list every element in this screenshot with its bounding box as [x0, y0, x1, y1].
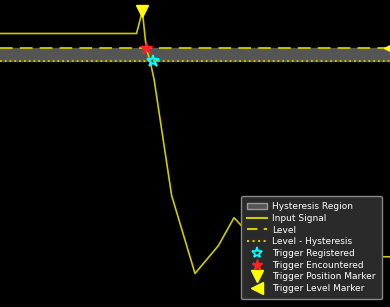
Bar [0, 48, 390, 61]
Legend: Hysteresis Region, Input Signal, Level, Level - Hysteresis, Trigger Registered, : Hysteresis Region, Input Signal, Level, … [241, 196, 381, 299]
